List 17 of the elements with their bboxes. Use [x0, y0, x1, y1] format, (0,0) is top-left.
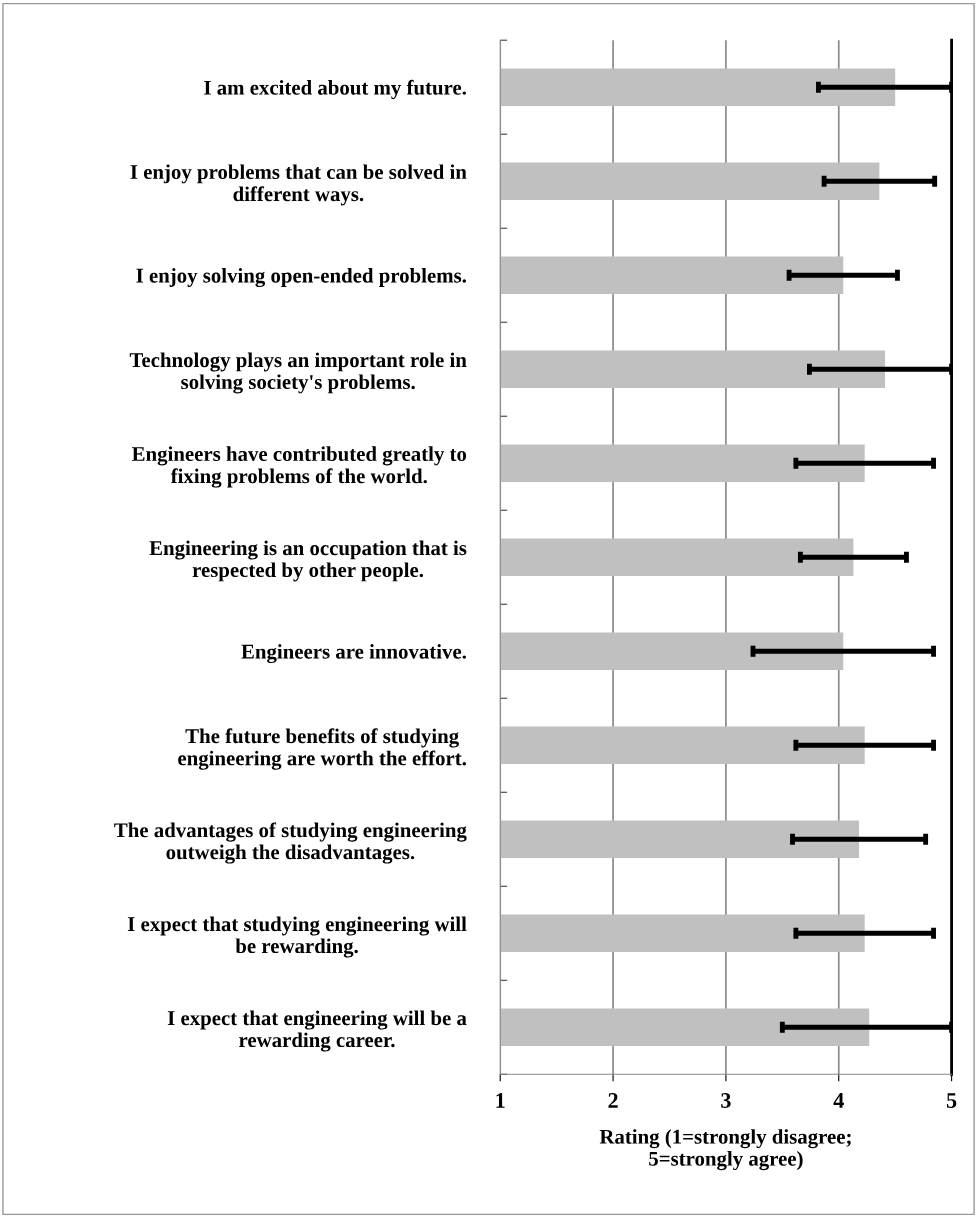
x-tick-label: 1 — [496, 1093, 505, 1108]
y-tick-label: Engineering is an occupation that is respected by other people. — [149, 540, 467, 582]
y-tick-label: The future benefits of studying engineering are worth the effort. — [178, 728, 466, 770]
x-tick-label: 4 — [833, 1093, 844, 1108]
y-tick-label: Engineers are innovative. — [241, 644, 466, 664]
x-tick-label: 3 — [721, 1093, 731, 1108]
x-tick-label: 5 — [946, 1093, 957, 1108]
y-tick-label: I enjoy problems that can be solved in different ways. — [130, 164, 467, 206]
x-axis-title: Rating (1=strongly disagree; 5=strongly agree) — [599, 1129, 851, 1171]
y-tick-label: I enjoy solving open-ended problems. — [136, 267, 466, 288]
x-tick-label: 2 — [608, 1093, 618, 1108]
y-tick-label: I expect that studying engineering will be rewarding. — [127, 916, 467, 958]
y-tick-label: I am excited about my future. — [204, 79, 466, 100]
y-tick-label: Engineers have contributed greatly to fixing problems of the world. — [132, 446, 467, 488]
y-tick-label: I expect that engineering will be a rewarding career. — [167, 1010, 467, 1052]
y-tick-label: Technology plays an important role in solving society's problems. — [129, 352, 467, 394]
y-tick-label: The advantages of studying engineering outweigh the disadvantages. — [114, 822, 467, 864]
